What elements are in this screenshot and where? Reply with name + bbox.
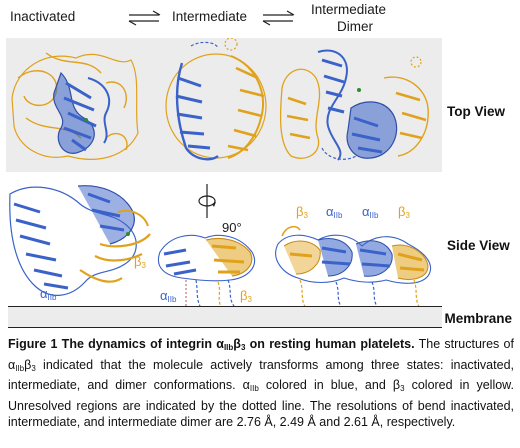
side-view-structures (9, 184, 432, 309)
intermediate-side-structure (158, 234, 256, 309)
figure-panel: Inactivated Intermediate Intermediate Di… (0, 2, 512, 328)
state-label-inactivated: Inactivated (10, 9, 76, 24)
beta-label-dimer-left: β3 (296, 204, 308, 220)
state-label-intermediate: Intermediate (172, 9, 248, 24)
state-label-dimer-line2: Dimer (337, 19, 373, 34)
dimer-side-structure (275, 225, 432, 309)
membrane-band (8, 306, 442, 328)
side-view-label: Side View (447, 238, 510, 253)
membrane-label: Membrane (444, 311, 512, 326)
alpha-label-dimer-left: αIIb (326, 204, 343, 220)
inactivated-top-structure (11, 52, 139, 160)
beta-label-intermediate: β3 (240, 288, 252, 304)
beta-label-inactivated: β3 (134, 254, 146, 270)
top-view-structures (11, 37, 429, 161)
rotate-90-icon (198, 184, 216, 218)
alpha-label-dimer-right: αIIb (362, 204, 379, 220)
dimer-top-structure (279, 49, 429, 161)
equilibrium-arrow-2 (262, 10, 295, 26)
state-label-dimer-line1: Intermediate (311, 2, 387, 17)
alpha-label-intermediate: αIIb (160, 288, 177, 304)
top-view-label: Top View (447, 104, 506, 119)
beta-label-dimer-right: β3 (398, 204, 410, 220)
intermediate-top-structure (165, 37, 267, 161)
figure-caption: Figure 1 The dynamics of integrin αIIbβ3… (8, 337, 514, 430)
inactivated-side-structure (9, 185, 151, 296)
rotation-label: 90° (222, 220, 242, 235)
side-view-panel: 90° αIIb β3 αIIb β3 β3 αIIb αIIb β3 (0, 174, 442, 309)
caption-title: Figure 1 The dynamics of integrin αIIbβ3… (8, 337, 415, 352)
equilibrium-arrow-1 (128, 10, 161, 26)
alpha-label-inactivated: αIIb (40, 286, 57, 302)
top-view-panel (6, 37, 442, 172)
